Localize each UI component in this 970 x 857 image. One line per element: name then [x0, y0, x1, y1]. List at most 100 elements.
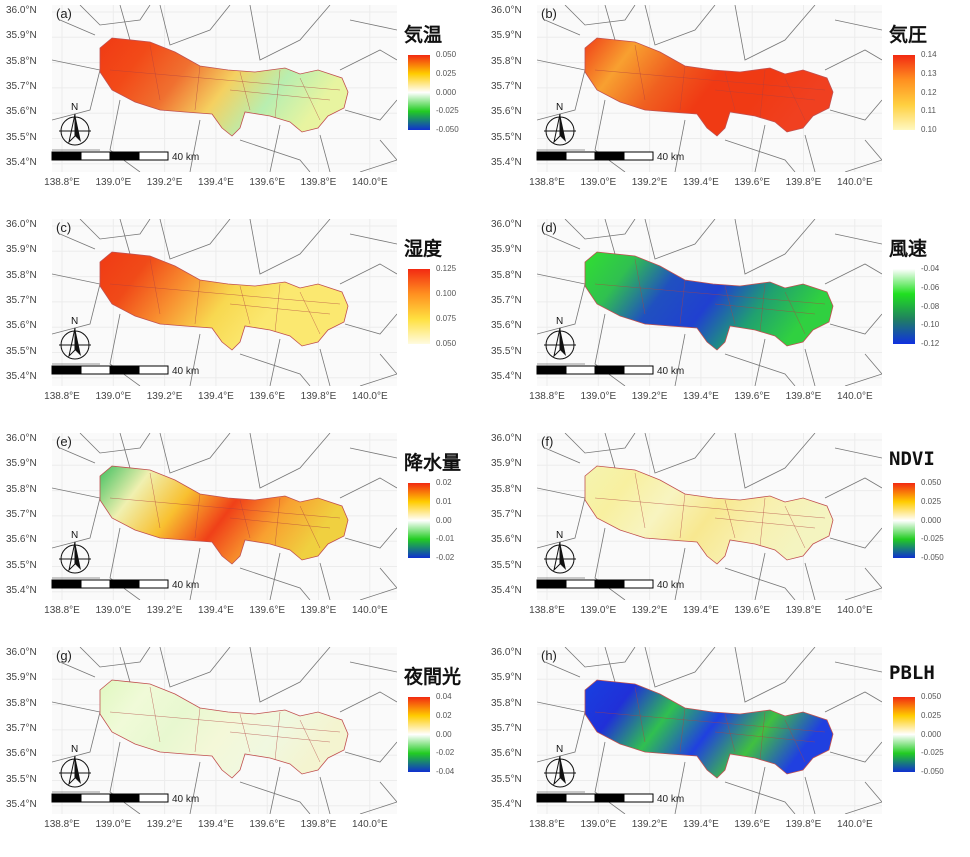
north-arrow-icon — [544, 541, 576, 574]
x-axis-tick-label: 140.0°E — [836, 391, 873, 402]
legend-title: 気温 — [404, 24, 443, 46]
north-arrow-icon — [544, 327, 576, 360]
legend-title: 降水量 — [404, 452, 462, 474]
legend-tick-label: 0.025 — [921, 496, 942, 506]
municipal-boundaries — [594, 472, 826, 549]
x-axis-tick-label: 139.4°E — [683, 605, 719, 616]
x-axis-tick-label: 139.0°E — [95, 605, 132, 616]
prefecture-boundaries — [537, 219, 882, 386]
legend-tick-label: 0.075 — [436, 314, 457, 323]
legend-tick-label: 0.050 — [436, 339, 457, 348]
panel-label: (e) — [56, 434, 72, 449]
legend-tick-label: -0.02 — [436, 748, 455, 758]
map-panel: 36.0°N 35.9°N 35.8°N 35.7°N 35.6°N 35.5°N 35.4… — [0, 0, 485, 215]
x-axis-tick-label: 139.0°E — [95, 177, 132, 188]
x-axis-tick-label: 139.8°E — [300, 605, 337, 616]
y-axis-tick-label: 35.4°N — [491, 156, 522, 168]
y-axis-tick-label: 35.4°N — [491, 798, 522, 810]
map-canvas — [536, 5, 915, 172]
north-arrow-icon — [59, 327, 91, 360]
scale-bar — [536, 365, 654, 375]
legend-tick-label: 0.04 — [436, 692, 452, 701]
y-axis-tick-label: 35.8°N — [6, 55, 37, 67]
y-axis-tick-label: 35.5°N — [491, 345, 522, 357]
x-axis-tick-label: 139.2°E — [631, 391, 668, 402]
y-axis-tick-label: 35.7°N — [491, 294, 522, 306]
north-label: N — [71, 316, 79, 327]
x-axis-tick-label: 138.8°E — [529, 605, 565, 616]
legend-tick-label: 0.01 — [436, 496, 452, 506]
y-axis-tick-label: 35.9°N — [491, 244, 522, 256]
scale-bar — [536, 793, 654, 803]
y-axis-tick-label: 35.4°N — [6, 156, 37, 168]
map-canvas — [51, 5, 430, 172]
legend-tick-label: -0.025 — [436, 106, 459, 116]
scale-bar — [51, 793, 169, 803]
north-arrow-icon — [544, 113, 576, 146]
legend-colorbar — [893, 269, 915, 344]
prefecture-boundaries — [52, 5, 397, 172]
x-axis-tick-label: 139.0°E — [580, 605, 617, 616]
scale-label: 40 km — [657, 794, 685, 805]
panel-label: (g) — [56, 648, 72, 663]
north-label: N — [556, 316, 564, 327]
north-label: N — [556, 102, 564, 113]
scale-bar — [536, 579, 654, 589]
map-panel: 36.0°N 35.9°N 35.8°N 35.7°N 35.6°N 35.5°N 35.4… — [0, 214, 485, 429]
map-canvas — [51, 433, 430, 600]
legend-colorbar — [408, 483, 430, 558]
scale-bar — [51, 365, 169, 375]
y-axis-tick-label: 35.8°N — [491, 55, 522, 67]
scale-bar — [51, 579, 169, 589]
panel-label: (h) — [541, 648, 557, 663]
x-axis-tick-label: 139.0°E — [95, 391, 132, 402]
legend-tick-label: -0.08 — [921, 301, 940, 311]
map-panel: 36.0°N 35.9°N 35.8°N 35.7°N 35.6°N 35.5°N 35.4… — [485, 642, 970, 857]
scale-label: 40 km — [172, 580, 200, 591]
x-axis-tick-label: 139.0°E — [95, 819, 132, 830]
y-axis-tick-label: 35.8°N — [491, 483, 522, 495]
legend-title: 湿度 — [404, 238, 443, 260]
y-axis-tick-label: 35.5°N — [6, 345, 37, 357]
map-panel: 36.0°N 35.9°N 35.8°N 35.7°N 35.6°N 35.5°N 35.4… — [0, 428, 485, 643]
y-axis-tick-label: 36.0°N — [491, 647, 522, 658]
x-axis-tick-label: 139.8°E — [785, 819, 822, 830]
x-axis-tick-label: 139.2°E — [146, 391, 183, 402]
legend-title: 夜間光 — [404, 666, 462, 688]
tokyo-region — [99, 465, 349, 565]
scale-bar — [51, 151, 169, 161]
scale-label: 40 km — [657, 580, 685, 591]
x-axis-tick-label: 139.8°E — [785, 177, 822, 188]
panel-label: (f) — [541, 434, 554, 449]
panel-label: (b) — [541, 6, 557, 21]
legend-tick-label: 0.10 — [921, 125, 937, 134]
y-axis-tick-label: 35.9°N — [491, 672, 522, 684]
municipal-boundaries — [594, 258, 826, 335]
x-axis-tick-label: 140.0°E — [351, 605, 388, 616]
y-axis-tick-label: 36.0°N — [491, 5, 522, 16]
legend-title: 風速 — [889, 238, 928, 260]
x-axis-tick-label: 140.0°E — [836, 177, 873, 188]
y-axis-tick-label: 36.0°N — [6, 647, 37, 658]
y-axis-tick-label: 35.8°N — [491, 269, 522, 281]
y-axis-tick-label: 35.9°N — [6, 30, 37, 42]
north-label: N — [71, 744, 79, 755]
x-axis-tick-label: 139.0°E — [580, 177, 617, 188]
x-axis-tick-label: 139.6°E — [249, 391, 286, 402]
north-arrow-icon — [59, 755, 91, 788]
scale-label: 40 km — [657, 366, 685, 377]
x-axis-tick-label: 139.2°E — [631, 177, 668, 188]
legend-tick-label: -0.02 — [436, 553, 455, 562]
tokyo-region — [99, 679, 349, 779]
y-axis-tick-label: 35.7°N — [6, 508, 37, 520]
legend-tick-label: 0.02 — [436, 710, 452, 720]
x-axis-tick-label: 139.6°E — [734, 391, 771, 402]
legend-tick-label: 0.025 — [436, 68, 457, 78]
prefecture-boundaries — [52, 433, 397, 600]
y-axis-tick-label: 35.7°N — [6, 294, 37, 306]
tokyo-region — [99, 37, 349, 137]
map-canvas — [536, 647, 915, 814]
legend-colorbar — [893, 483, 915, 558]
tokyo-region — [584, 37, 834, 137]
y-axis-tick-label: 35.4°N — [6, 370, 37, 382]
